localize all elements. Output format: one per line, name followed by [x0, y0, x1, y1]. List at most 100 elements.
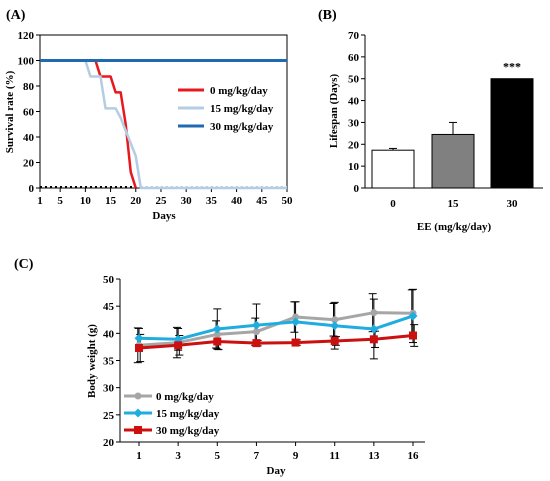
panel-c-legend-marker	[133, 408, 143, 418]
panel-a-y-tick-label: 40	[23, 132, 35, 144]
panel-c-data-point	[252, 339, 261, 348]
panel-c-x-axis-label: Day	[267, 465, 286, 477]
panel-c-y-tick-label: 45	[103, 301, 115, 313]
panel-c-y-axis: 20 25 30 35 40 45 50	[103, 274, 120, 449]
panel-c-data-point	[369, 335, 378, 344]
panel-a-legend: 0 mg/kg/day 15 mg/kg/day 30 mg/kg/day	[178, 85, 274, 133]
panel-a-legend-label: 0 mg/kg/day	[210, 85, 268, 97]
panel-c-legend-marker	[134, 426, 142, 434]
panel-b-x-tick-label: 0	[390, 198, 396, 210]
panel-c-data-point	[292, 313, 300, 321]
panel-a-x-tick-label: 40	[231, 195, 243, 207]
panel-c-data-point	[213, 337, 222, 346]
panel-c-y-tick-label: 30	[103, 383, 115, 395]
panel-c-legend-label: 0 mg/kg/day	[156, 391, 214, 403]
panel-a-label: (A)	[6, 8, 26, 23]
panel-c-data-point	[408, 311, 418, 321]
panel-b-y-tick-label: 50	[348, 74, 360, 86]
panel-b-y-tick-label: 10	[348, 161, 360, 173]
panel-c-data-point	[330, 336, 339, 345]
panel-c-y-axis-label: Body weight (g)	[86, 324, 98, 398]
panel-b-significance-mark: ***	[503, 60, 521, 74]
panel-a-y-tick-label: 60	[23, 107, 35, 119]
panel-c-x-tick-label: 1	[136, 450, 142, 462]
panel-a-x-tick-label: 30	[181, 195, 193, 207]
panel-c-data-point	[213, 330, 221, 338]
panel-c-y-tick-label: 50	[103, 274, 115, 286]
panel-a-x-tick-label: 50	[282, 195, 294, 207]
panel-a-y-tick-label: 100	[18, 56, 35, 68]
panel-a-y-tick-label: 20	[23, 158, 35, 170]
panel-c-legend: 0 mg/kg/day 15 mg/kg/day 30 mg/kg/day	[124, 391, 220, 437]
panel-c-data-point	[291, 317, 301, 327]
panel-c-x-tick-label: 3	[175, 450, 181, 462]
panel-c-data-point	[330, 321, 340, 331]
panel-a-x-tick-label: 25	[155, 195, 167, 207]
panel-b-bar	[431, 133, 475, 189]
panel-c-y-tick-label: 20	[103, 437, 115, 449]
panel-c-data-point	[212, 324, 222, 334]
panel-c-x-tick-label: 9	[293, 450, 299, 462]
panel-c-data-point	[331, 316, 339, 324]
panel-a-x-axis: 1 5 10 15 20 25 30 35 40 45 50	[37, 188, 293, 207]
panel-c-label: (C)	[14, 257, 34, 272]
panel-b-y-axis: 0 10 20 30 40 50 60 70	[348, 30, 365, 195]
panel-c-x-tick-label: 7	[254, 450, 260, 462]
panel-a-x-tick-label: 45	[256, 195, 268, 207]
panel-c-y-tick-label: 40	[103, 328, 115, 340]
panel-a-x-tick-label: 20	[130, 195, 142, 207]
panel-c-legend-label: 15 mg/kg/day	[156, 408, 220, 420]
panel-c-x-tick-label: 16	[408, 450, 420, 462]
panel-c-x-tick-label: 5	[215, 450, 221, 462]
panel-b-y-tick-label: 60	[348, 52, 360, 64]
panel-c-data-point	[134, 333, 144, 343]
panel-c-data-point	[370, 309, 378, 317]
panel-b-label: (B)	[318, 8, 337, 23]
panel-b-bar	[371, 149, 415, 189]
panel-c-x-tick-label: 13	[368, 450, 380, 462]
panel-c-data-point	[135, 344, 143, 353]
panel-a-y-axis-label: Survival rate (%)	[4, 70, 16, 153]
panel-c-x-axis: 1 3 5 7 9 11 13 16	[136, 442, 419, 462]
panel-c-legend-marker	[134, 392, 142, 400]
panel-a-x-tick-label: 15	[105, 195, 117, 207]
panel-a-y-tick-label: 0	[29, 183, 35, 195]
panel-c-data-point	[291, 338, 300, 347]
panel-b-x-tick-label: 30	[507, 198, 519, 210]
panel-c-data-point	[251, 320, 261, 330]
panel-c-x-tick-label: 11	[330, 450, 340, 462]
panel-b-bar	[490, 78, 534, 189]
panel-a-legend-label: 30 mg/kg/day	[210, 121, 274, 133]
panel-b-y-tick-label: 20	[348, 139, 360, 151]
panel-b-y-axis-label: Lifespan (Days)	[328, 74, 340, 149]
panel-a-x-tick-label: 5	[57, 195, 63, 207]
panel-c-data-point	[369, 324, 379, 334]
panel-b-x-tick-label: 15	[448, 198, 460, 210]
panel-b-x-axis-label: EE (mg/kg/day)	[417, 221, 492, 233]
panel-c-data-point	[409, 331, 417, 340]
panel-a-y-tick-label: 120	[18, 30, 35, 42]
panel-b-bars: 0 15 30 ***	[371, 60, 534, 210]
panel-a-series-line	[40, 59, 287, 190]
panel-b: (B) 0 10 20 30 40 50 60 70 0 15 30 *** EE (mg/kg/d…	[318, 8, 543, 233]
panel-a-series-line	[40, 59, 137, 189]
panel-a-y-tick-label: 80	[23, 81, 35, 93]
panel-c-data-point	[252, 328, 260, 336]
panel-b-y-tick-label: 40	[348, 96, 360, 108]
panel-a-legend-label: 15 mg/kg/day	[210, 103, 274, 115]
panel-b-y-tick-label: 30	[348, 117, 360, 129]
panel-a-x-tick-label: 1	[37, 195, 43, 207]
panel-c-data-point	[174, 341, 183, 350]
panel-a-x-axis-label: Days	[152, 210, 176, 222]
panel-c-series	[133, 288, 419, 364]
panel-a-x-tick-label: 10	[80, 195, 92, 207]
panel-c-y-tick-label: 35	[103, 356, 115, 368]
panel-a-y-axis: 0 20 40 60 80 100 120	[18, 30, 40, 195]
panel-b-y-tick-label: 0	[354, 183, 360, 195]
panel-c-y-tick-label: 25	[103, 410, 115, 422]
panel-c-legend-label: 30 mg/kg/day	[156, 425, 220, 437]
panel-c-series-line	[138, 334, 414, 350]
